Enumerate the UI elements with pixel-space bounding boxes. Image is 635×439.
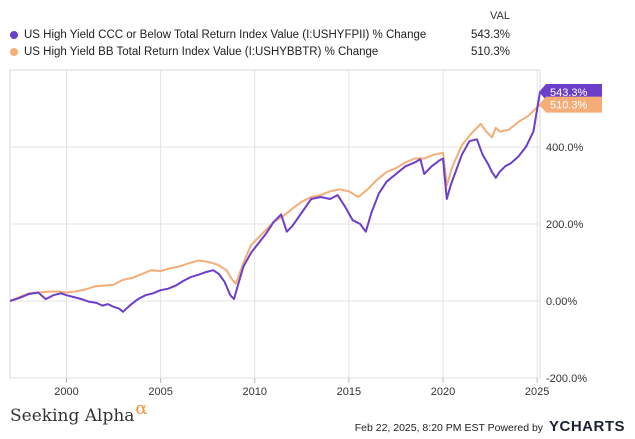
legend-value-ccc: 543.3%	[470, 29, 510, 41]
x-tick-label: 2000	[54, 386, 78, 398]
legend-value-header: VAL	[490, 10, 510, 22]
chart-footer: Feb 22, 2025, 8:20 PM EST Powered by YCH…	[355, 418, 625, 435]
chart-timestamp: Feb 22, 2025, 8:20 PM EST	[354, 422, 485, 434]
alpha-icon: α	[135, 398, 148, 419]
ycharts-logo: YCHARTS	[548, 418, 625, 435]
x-tick-label: 2010	[243, 386, 267, 398]
svg-text:510.3%: 510.3%	[550, 100, 588, 112]
legend-value-bb: 510.3%	[470, 46, 510, 58]
x-tick-label: 2020	[431, 386, 455, 398]
end-label-bb: 510.3%	[539, 96, 602, 113]
y-tick-label: 0.00%	[546, 296, 577, 308]
y-tick-label: -200.0%	[546, 373, 587, 385]
seeking-alpha-logo: Seeking Alphaα	[10, 398, 148, 426]
series-line-ccc	[9, 91, 541, 313]
legend-item-ccc[interactable]: US High Yield CCC or Below Total Return …	[10, 27, 510, 43]
y-tick-label: 400.0%	[546, 142, 584, 154]
series-line-bb	[9, 103, 541, 302]
x-tick-label: 2005	[148, 386, 172, 398]
legend-dot-ccc	[10, 31, 18, 39]
end-label-ccc: 543.3%	[539, 83, 602, 100]
x-tick-label: 2015	[337, 386, 361, 398]
legend-item-bb[interactable]: US High Yield BB Total Return Index Valu…	[10, 44, 510, 60]
x-tick-label: 2025	[525, 386, 549, 398]
powered-by-label: Powered by	[487, 422, 544, 434]
legend-label-ccc: US High Yield CCC or Below Total Return …	[24, 29, 427, 41]
legend-label-bb: US High Yield BB Total Return Index Valu…	[24, 46, 379, 58]
brand-name: Seeking Alpha	[10, 406, 135, 426]
y-tick-label: 200.0%	[546, 219, 584, 231]
legend-dot-bb	[10, 48, 18, 56]
svg-text:543.3%: 543.3%	[550, 87, 588, 99]
